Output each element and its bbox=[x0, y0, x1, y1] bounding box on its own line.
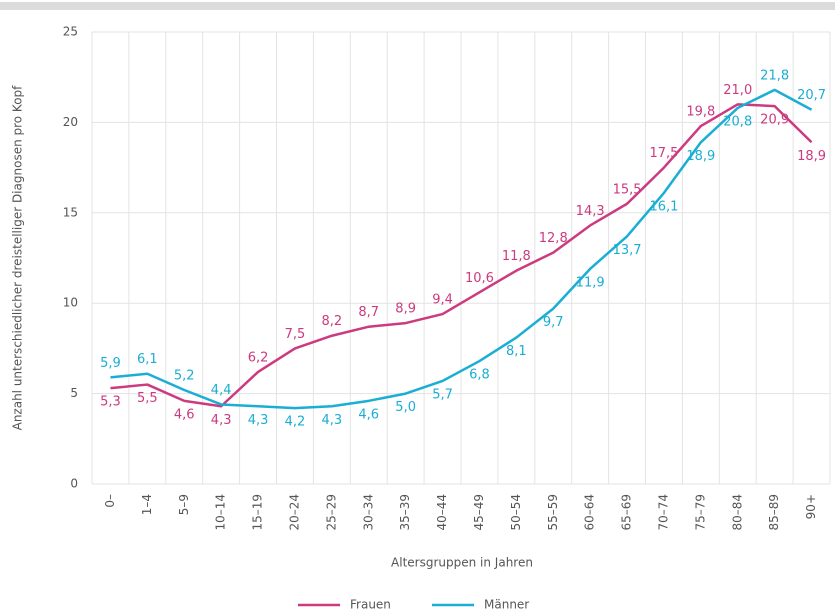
x-tick-label: 50–54 bbox=[509, 494, 523, 531]
data-label: 9,4 bbox=[432, 293, 453, 308]
x-tick-label: 70–74 bbox=[656, 494, 670, 531]
x-tick-label: 35–39 bbox=[398, 494, 412, 531]
series-line bbox=[110, 103, 813, 408]
data-label: 8,2 bbox=[322, 314, 343, 329]
y-tick-label: 5 bbox=[70, 386, 78, 400]
x-axis-label: Altersgruppen in Jahren bbox=[391, 556, 533, 570]
series-line bbox=[110, 88, 813, 410]
data-label: 10,6 bbox=[465, 271, 494, 286]
y-tick-label: 20 bbox=[63, 115, 78, 129]
x-tick-label: 1–4 bbox=[140, 494, 154, 515]
data-label: 5,0 bbox=[395, 400, 416, 415]
data-label: 5,5 bbox=[137, 391, 158, 406]
data-label: 14,3 bbox=[576, 204, 605, 219]
x-tick-label: 80–84 bbox=[730, 494, 744, 531]
x-tick-label: 45–49 bbox=[472, 494, 486, 531]
data-label: 4,6 bbox=[358, 407, 379, 422]
data-label: 12,8 bbox=[539, 231, 568, 246]
x-tick-label: 30–34 bbox=[361, 494, 375, 531]
x-tick-label: 25–29 bbox=[324, 494, 338, 531]
data-label: 18,9 bbox=[797, 149, 826, 164]
data-label: 8,9 bbox=[395, 302, 416, 317]
data-label: 19,8 bbox=[686, 105, 715, 120]
x-tick-label: 10–14 bbox=[214, 494, 228, 531]
data-label: 4,3 bbox=[248, 413, 269, 428]
y-tick-label: 0 bbox=[70, 477, 78, 491]
data-label: 4,2 bbox=[285, 415, 306, 430]
legend-label: Frauen bbox=[350, 598, 391, 612]
data-label: 21,8 bbox=[760, 68, 789, 83]
top-bar bbox=[0, 2, 835, 10]
y-tick-label: 25 bbox=[63, 25, 78, 39]
data-label: 11,8 bbox=[502, 249, 531, 264]
x-tick-label: 65–69 bbox=[620, 494, 634, 531]
data-label: 17,5 bbox=[649, 146, 678, 161]
data-label: 16,1 bbox=[649, 199, 678, 214]
x-tick-label: 90+ bbox=[804, 494, 818, 519]
data-label: 5,7 bbox=[432, 387, 453, 402]
x-tick-label: 60–64 bbox=[583, 494, 597, 531]
data-label: 7,5 bbox=[285, 327, 306, 342]
data-label: 4,6 bbox=[174, 407, 195, 422]
data-label: 21,0 bbox=[723, 83, 752, 98]
data-label: 8,1 bbox=[506, 344, 527, 359]
y-tick-label: 10 bbox=[63, 296, 78, 310]
data-label: 9,7 bbox=[543, 315, 564, 330]
x-tick-label: 15–19 bbox=[251, 494, 265, 531]
data-label: 4,3 bbox=[322, 413, 343, 428]
data-label: 5,3 bbox=[100, 395, 121, 410]
data-label: 20,7 bbox=[797, 88, 826, 103]
data-label: 4,4 bbox=[211, 383, 232, 398]
data-label: 6,8 bbox=[469, 368, 490, 383]
data-label: 6,1 bbox=[137, 352, 158, 367]
x-tick-label: 20–24 bbox=[287, 494, 301, 531]
x-tick-label: 5–9 bbox=[177, 494, 191, 515]
data-label: 15,5 bbox=[613, 182, 642, 197]
x-tick-label: 75–79 bbox=[693, 494, 707, 531]
legend-label: Männer bbox=[484, 598, 529, 612]
x-tick-label: 85–89 bbox=[767, 494, 781, 531]
data-label: 20,8 bbox=[723, 114, 752, 129]
data-label: 20,9 bbox=[760, 113, 789, 128]
data-label: 5,9 bbox=[100, 356, 121, 371]
x-tick-label: 55–59 bbox=[546, 494, 560, 531]
x-tick-label: 0– bbox=[103, 494, 117, 508]
data-label: 4,3 bbox=[211, 413, 232, 428]
data-label: 8,7 bbox=[358, 305, 379, 320]
data-label: 18,9 bbox=[686, 149, 715, 164]
data-label: 5,2 bbox=[174, 368, 195, 383]
data-label: 6,2 bbox=[248, 350, 269, 365]
data-label: 13,7 bbox=[613, 243, 642, 258]
y-tick-label: 15 bbox=[63, 205, 78, 219]
data-label: 11,9 bbox=[576, 275, 605, 290]
x-tick-label: 40–44 bbox=[435, 494, 449, 531]
y-axis-label: Anzahl unterschiedlicher dreistelliger D… bbox=[11, 85, 25, 431]
